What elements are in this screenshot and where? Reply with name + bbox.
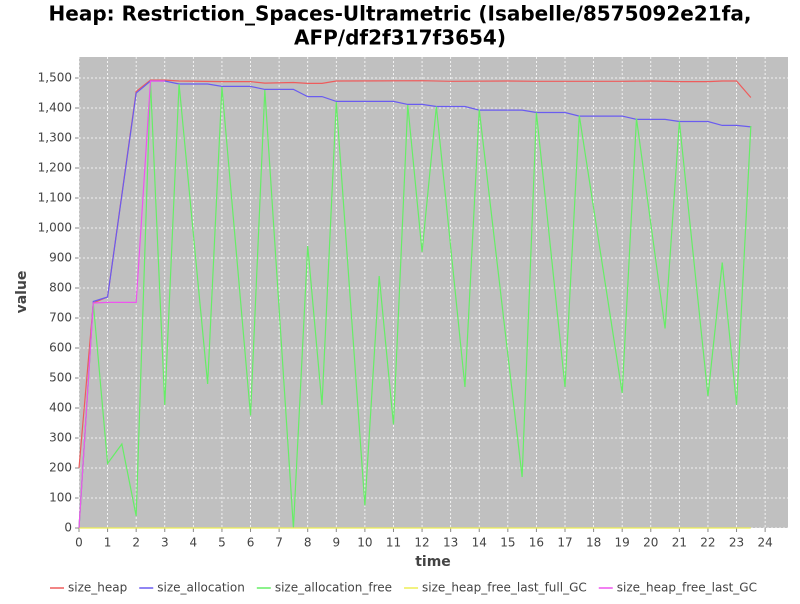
chart-title: Heap: Restriction_Spaces-Ultrametric (Is…	[49, 2, 752, 26]
x-tick-label: 7	[275, 536, 283, 550]
y-tick-label: 1,000	[38, 221, 72, 235]
data-line	[78, 80, 751, 529]
y-axis-label: value	[14, 271, 30, 314]
x-tick-label: 18	[586, 536, 601, 550]
y-tick-label: 900	[49, 251, 72, 265]
x-tick-label: 6	[247, 536, 255, 550]
y-tick-label: 700	[49, 311, 72, 325]
x-tick-label: 21	[672, 536, 687, 550]
y-tick-label: 200	[49, 461, 72, 475]
legend-label: size_heap_free_last_GC	[617, 581, 757, 595]
x-tick-label: 24	[757, 536, 772, 550]
chart-subtitle: AFP/df2f317f3654)	[294, 26, 506, 50]
legend-label: size_allocation_free	[275, 581, 392, 595]
y-tick-label: 400	[49, 401, 72, 415]
x-tick-label: 20	[643, 536, 658, 550]
y-tick-label: 100	[49, 491, 72, 505]
x-tick-label: 23	[729, 536, 744, 550]
x-tick-label: 17	[557, 536, 572, 550]
y-tick-label: 1,300	[38, 131, 72, 145]
y-tick-label: 0	[64, 521, 72, 535]
data-line	[78, 79, 752, 469]
x-tick-label: 8	[304, 536, 312, 550]
y-tick-label: 300	[49, 431, 72, 445]
x-tick-label: 11	[386, 536, 401, 550]
legend-label: size_heap_free_last_full_GC	[422, 581, 587, 595]
x-tick-label: 2	[132, 536, 140, 550]
legend-label: size_allocation	[157, 581, 245, 595]
x-tick-label: 3	[161, 536, 169, 550]
data-line	[78, 80, 165, 529]
x-tick-label: 0	[75, 536, 83, 550]
x-tick-label: 14	[472, 536, 487, 550]
x-tick-label: 12	[414, 536, 429, 550]
y-tick-label: 1,100	[38, 191, 72, 205]
legend-label: size_heap	[68, 581, 127, 595]
x-tick-label: 15	[500, 536, 515, 550]
x-tick-label: 13	[443, 536, 458, 550]
y-tick-label: 1,200	[38, 161, 72, 175]
y-tick-label: 1,400	[38, 101, 72, 115]
data-line	[78, 80, 752, 529]
x-tick-label: 19	[615, 536, 630, 550]
x-tick-label: 22	[700, 536, 715, 550]
x-tick-label: 4	[190, 536, 198, 550]
x-tick-label: 5	[218, 536, 226, 550]
y-tick-label: 800	[49, 281, 72, 295]
y-tick-label: 600	[49, 341, 72, 355]
x-tick-label: 16	[529, 536, 544, 550]
y-tick-label: 500	[49, 371, 72, 385]
x-tick-label: 10	[357, 536, 372, 550]
x-axis-label: time	[415, 554, 451, 570]
x-tick-label: 1	[104, 536, 112, 550]
plot-area	[79, 57, 788, 528]
y-tick-label: 1,500	[38, 71, 72, 85]
x-tick-label: 9	[332, 536, 340, 550]
